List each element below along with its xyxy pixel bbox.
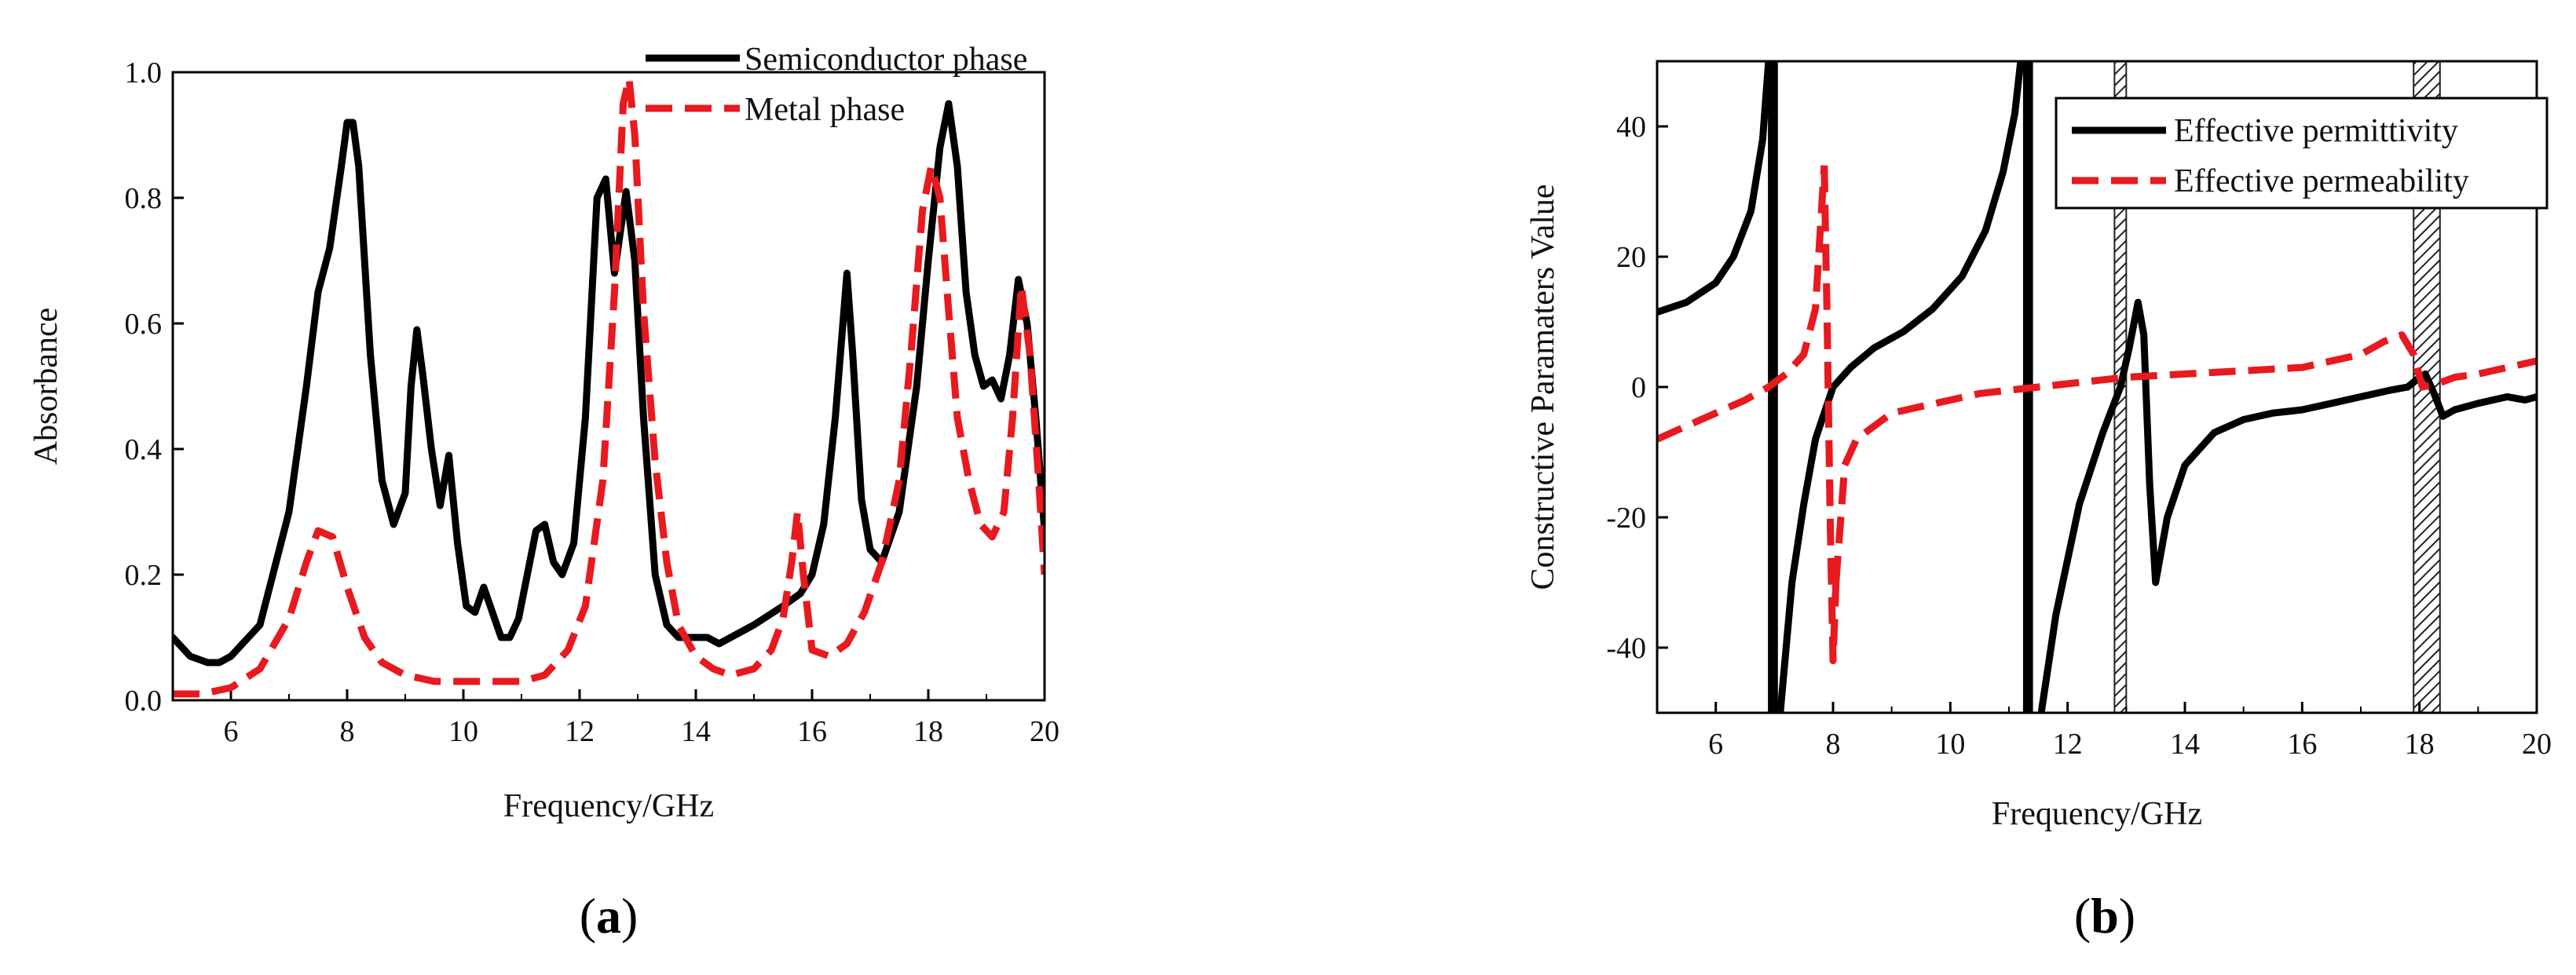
panel-b-legend-box	[2055, 97, 2549, 210]
panel-a-plot-frame	[171, 71, 1046, 702]
panel-a-legend: Semiconductor phase Metal phase	[646, 42, 1027, 128]
panel-b-y-tick-label: 0	[1631, 371, 1646, 404]
panel-b-y-tick-label: 20	[1616, 241, 1646, 274]
panel-b-series-dashed-line-seg-3	[1832, 331, 2537, 583]
panel-b-series-solid-line-seg-1	[1657, 61, 1773, 316]
panel-b-series-dashed-line-seg-2	[1820, 165, 1840, 665]
panel-b-x-tick-label: 14	[2170, 728, 2200, 761]
panel-a-y-tick-label: 0.2	[125, 559, 163, 592]
panel-a-legend-label-metal: Metal phase	[745, 92, 905, 128]
panel-b-y-axis-label: Constructive Paramaters Value	[1525, 184, 1561, 590]
panel-b-series-solid-line-seg-7	[2037, 298, 2537, 713]
panel-a-y-tick-label: 0.4	[125, 433, 163, 466]
panel-b-y-tick-label: 40	[1616, 111, 1646, 144]
panel-a-x-tick-label: 16	[797, 715, 827, 748]
panel-a-caption: (a)	[580, 888, 639, 944]
panel-a-series-dashed-line	[173, 75, 1045, 698]
panel-b-series-dashed-line-seg-1	[1657, 165, 1828, 443]
panel-b-x-tick-label: 20	[2522, 728, 2552, 761]
panel-a-x-tick-label: 14	[681, 715, 711, 748]
panel-a-x-tick-label: 10	[448, 715, 478, 748]
panel-b-x-tick-label: 10	[1935, 728, 1965, 761]
panel-a-x-tick-label: 8	[340, 715, 355, 748]
panel-a-series-solid-line	[173, 100, 1045, 666]
panel-b-legend-label-permittivity: Effective permittivity	[2174, 113, 2458, 149]
panel-a-chart: 6 8 10 12 14 16 18 20 0.0 0.2 0.4 0.6 0.8 1.0 Frequen…	[28, 42, 1059, 824]
panel-a-y-tick-label: 0.0	[125, 685, 163, 718]
panel-b-y-tick-label: -20	[1606, 502, 1646, 535]
panel-b-y-tick-label: -40	[1606, 632, 1646, 665]
panel-b-plot-frame	[1656, 60, 2538, 714]
panel-b-series-solid-line-seg-4	[1776, 61, 2025, 713]
panel-a-x-axis-label: Frequency/GHz	[503, 788, 714, 824]
panel-b-x-tick-label: 6	[1708, 728, 1723, 761]
panel-a-y-tick-label: 0.8	[125, 182, 163, 215]
panel-a-x-tick-label: 18	[913, 715, 943, 748]
panel-b-caption: (b)	[2074, 888, 2135, 944]
panel-a-x-tick-label: 20	[1030, 715, 1059, 748]
panel-b-x-tick-label: 12	[2053, 728, 2083, 761]
panel-b-x-tick-label: 16	[2287, 728, 2317, 761]
panel-a-x-tick-label: 12	[565, 715, 595, 748]
panel-a-y-tick-label: 1.0	[125, 57, 163, 89]
panel-a-y-axis-label: Absorbance	[28, 308, 64, 466]
panel-a-y-tick-label: 0.6	[125, 308, 163, 341]
panel-b-legend: Effective permittivity Effective permeab…	[2055, 97, 2549, 210]
panel-b-legend-label-permeability: Effective permeability	[2174, 163, 2469, 199]
panel-b-x-axis-label: Frequency/GHz	[1992, 796, 2202, 832]
panel-a-x-tick-label: 6	[224, 715, 239, 748]
panel-b-x-tick-label: 8	[1826, 728, 1841, 761]
panel-a-legend-label-semiconductor: Semiconductor phase	[745, 42, 1027, 78]
panel-b-x-tick-label: 18	[2405, 728, 2435, 761]
